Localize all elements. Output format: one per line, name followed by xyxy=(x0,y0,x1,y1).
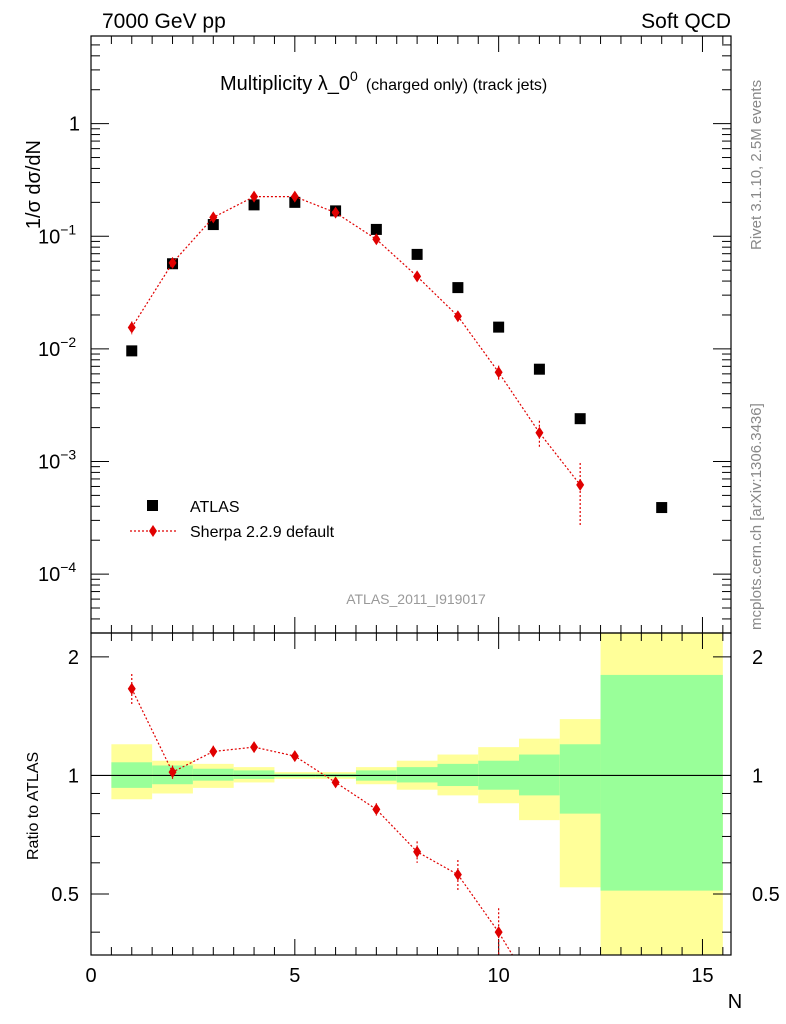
sherpa-data-point xyxy=(535,426,544,439)
sherpa-data-point xyxy=(413,270,422,283)
ratio-band-stat xyxy=(396,767,438,783)
atlas-data-point xyxy=(493,321,505,333)
sherpa-ratio-curve xyxy=(131,688,514,955)
x-tick-label: 0 xyxy=(85,965,96,987)
rivet-label: Rivet 3.1.10, 2.5M events xyxy=(748,80,765,250)
ratio-band-stat xyxy=(233,770,275,779)
ratio-bands xyxy=(91,633,731,955)
chart-title: Multiplicity λ_00 (charged only) (track j… xyxy=(220,68,547,95)
analysis-label: ATLAS_2011_I919017 xyxy=(346,591,486,607)
atlas-data-point xyxy=(411,248,423,260)
header-left-label: 7000 GeV pp xyxy=(102,10,226,33)
sherpa-ratio-point xyxy=(127,682,136,695)
y-tick-label-top: 10−3 xyxy=(38,446,76,473)
y-axis-label-top: 1/σ dσ/dN xyxy=(23,140,45,229)
bottom-axis-ticks: 0 5 10 15 0.5 0.5 1 1 2 2 xyxy=(51,647,780,987)
header-right-label: Soft QCD xyxy=(641,10,731,33)
y-tick-label-top: 10−2 xyxy=(38,334,76,361)
sherpa-data-point xyxy=(250,190,259,203)
top-axis-ticks: 10−4 10−3 10−2 10−1 1 xyxy=(38,35,731,955)
sherpa-data-point xyxy=(331,206,340,219)
sherpa-data-point xyxy=(494,366,503,379)
sherpa-ratio-point xyxy=(250,741,259,754)
mcplots-label: mcplots.cern.ch [arXiv:1306.3436] xyxy=(748,403,765,630)
sherpa-data-point xyxy=(290,190,299,203)
sherpa-ratio-point xyxy=(168,766,177,779)
ratio-band-stat xyxy=(559,744,601,814)
legend-sherpa-marker xyxy=(149,525,157,537)
sherpa-ratio-point xyxy=(413,845,422,858)
sherpa-data-point xyxy=(209,211,218,224)
legend-atlas-label: ATLAS xyxy=(190,499,240,516)
y-tick-label-bottom-left: 1 xyxy=(68,765,79,787)
y-tick-label-bottom-left: 2 xyxy=(68,647,79,669)
ratio-band-stat xyxy=(600,674,723,891)
y-tick-label-top: 10−1 xyxy=(38,221,76,248)
x-tick-label: 10 xyxy=(488,965,510,987)
y-tick-label-bottom-left: 0.5 xyxy=(51,884,79,906)
x-tick-label: 5 xyxy=(289,965,300,987)
sherpa-data-point xyxy=(453,310,462,323)
y-tick-label-top: 10−4 xyxy=(38,559,76,586)
sherpa-ratio-point xyxy=(494,926,503,939)
bottom-panel-frame xyxy=(90,632,732,956)
legend: ATLAS Sherpa 2.2.9 default xyxy=(130,499,335,541)
atlas-data-point xyxy=(248,199,260,211)
sherpa-ratio-point xyxy=(331,776,340,789)
sherpa-curve xyxy=(131,196,581,486)
chart-title-main: Multiplicity λ_0 xyxy=(220,73,350,95)
sherpa-data-point xyxy=(576,478,585,491)
top-panel-frame xyxy=(90,35,732,634)
y-tick-label-top: 1 xyxy=(69,114,80,136)
sherpa-data-point xyxy=(127,321,136,334)
atlas-data-point xyxy=(574,413,586,425)
legend-atlas-marker xyxy=(147,500,158,511)
sherpa-ratio-point xyxy=(372,803,381,816)
atlas-data-point xyxy=(126,345,138,357)
y-tick-label-bottom-right: 2 xyxy=(752,647,763,669)
ratio-band-stat xyxy=(192,768,234,781)
atlas-data-point xyxy=(533,363,545,375)
x-axis-label: N xyxy=(728,991,742,1013)
sherpa-ratio-point xyxy=(209,745,218,758)
y-tick-label-bottom-right: 0.5 xyxy=(752,884,780,906)
y-tick-label-bottom-right: 1 xyxy=(752,765,763,787)
chart-title-sub: (charged only) (track jets) xyxy=(366,77,547,94)
atlas-data-point xyxy=(452,282,464,294)
sherpa-data-point xyxy=(168,256,177,269)
atlas-data-point xyxy=(207,219,219,231)
x-tick-label: 15 xyxy=(691,965,713,987)
y-axis-label-bottom: Ratio to ATLAS xyxy=(25,752,42,860)
sherpa-ratio-point xyxy=(453,868,462,881)
sherpa-data-point xyxy=(372,233,381,246)
legend-sherpa-label: Sherpa 2.2.9 default xyxy=(190,524,335,541)
sherpa-ratio-point xyxy=(290,750,299,763)
atlas-data-point xyxy=(656,502,668,514)
chart-title-sup: 0 xyxy=(350,68,358,84)
atlas-data-point xyxy=(370,223,382,235)
top-panel-marks xyxy=(126,190,668,526)
bottom-panel-marks xyxy=(127,673,514,955)
